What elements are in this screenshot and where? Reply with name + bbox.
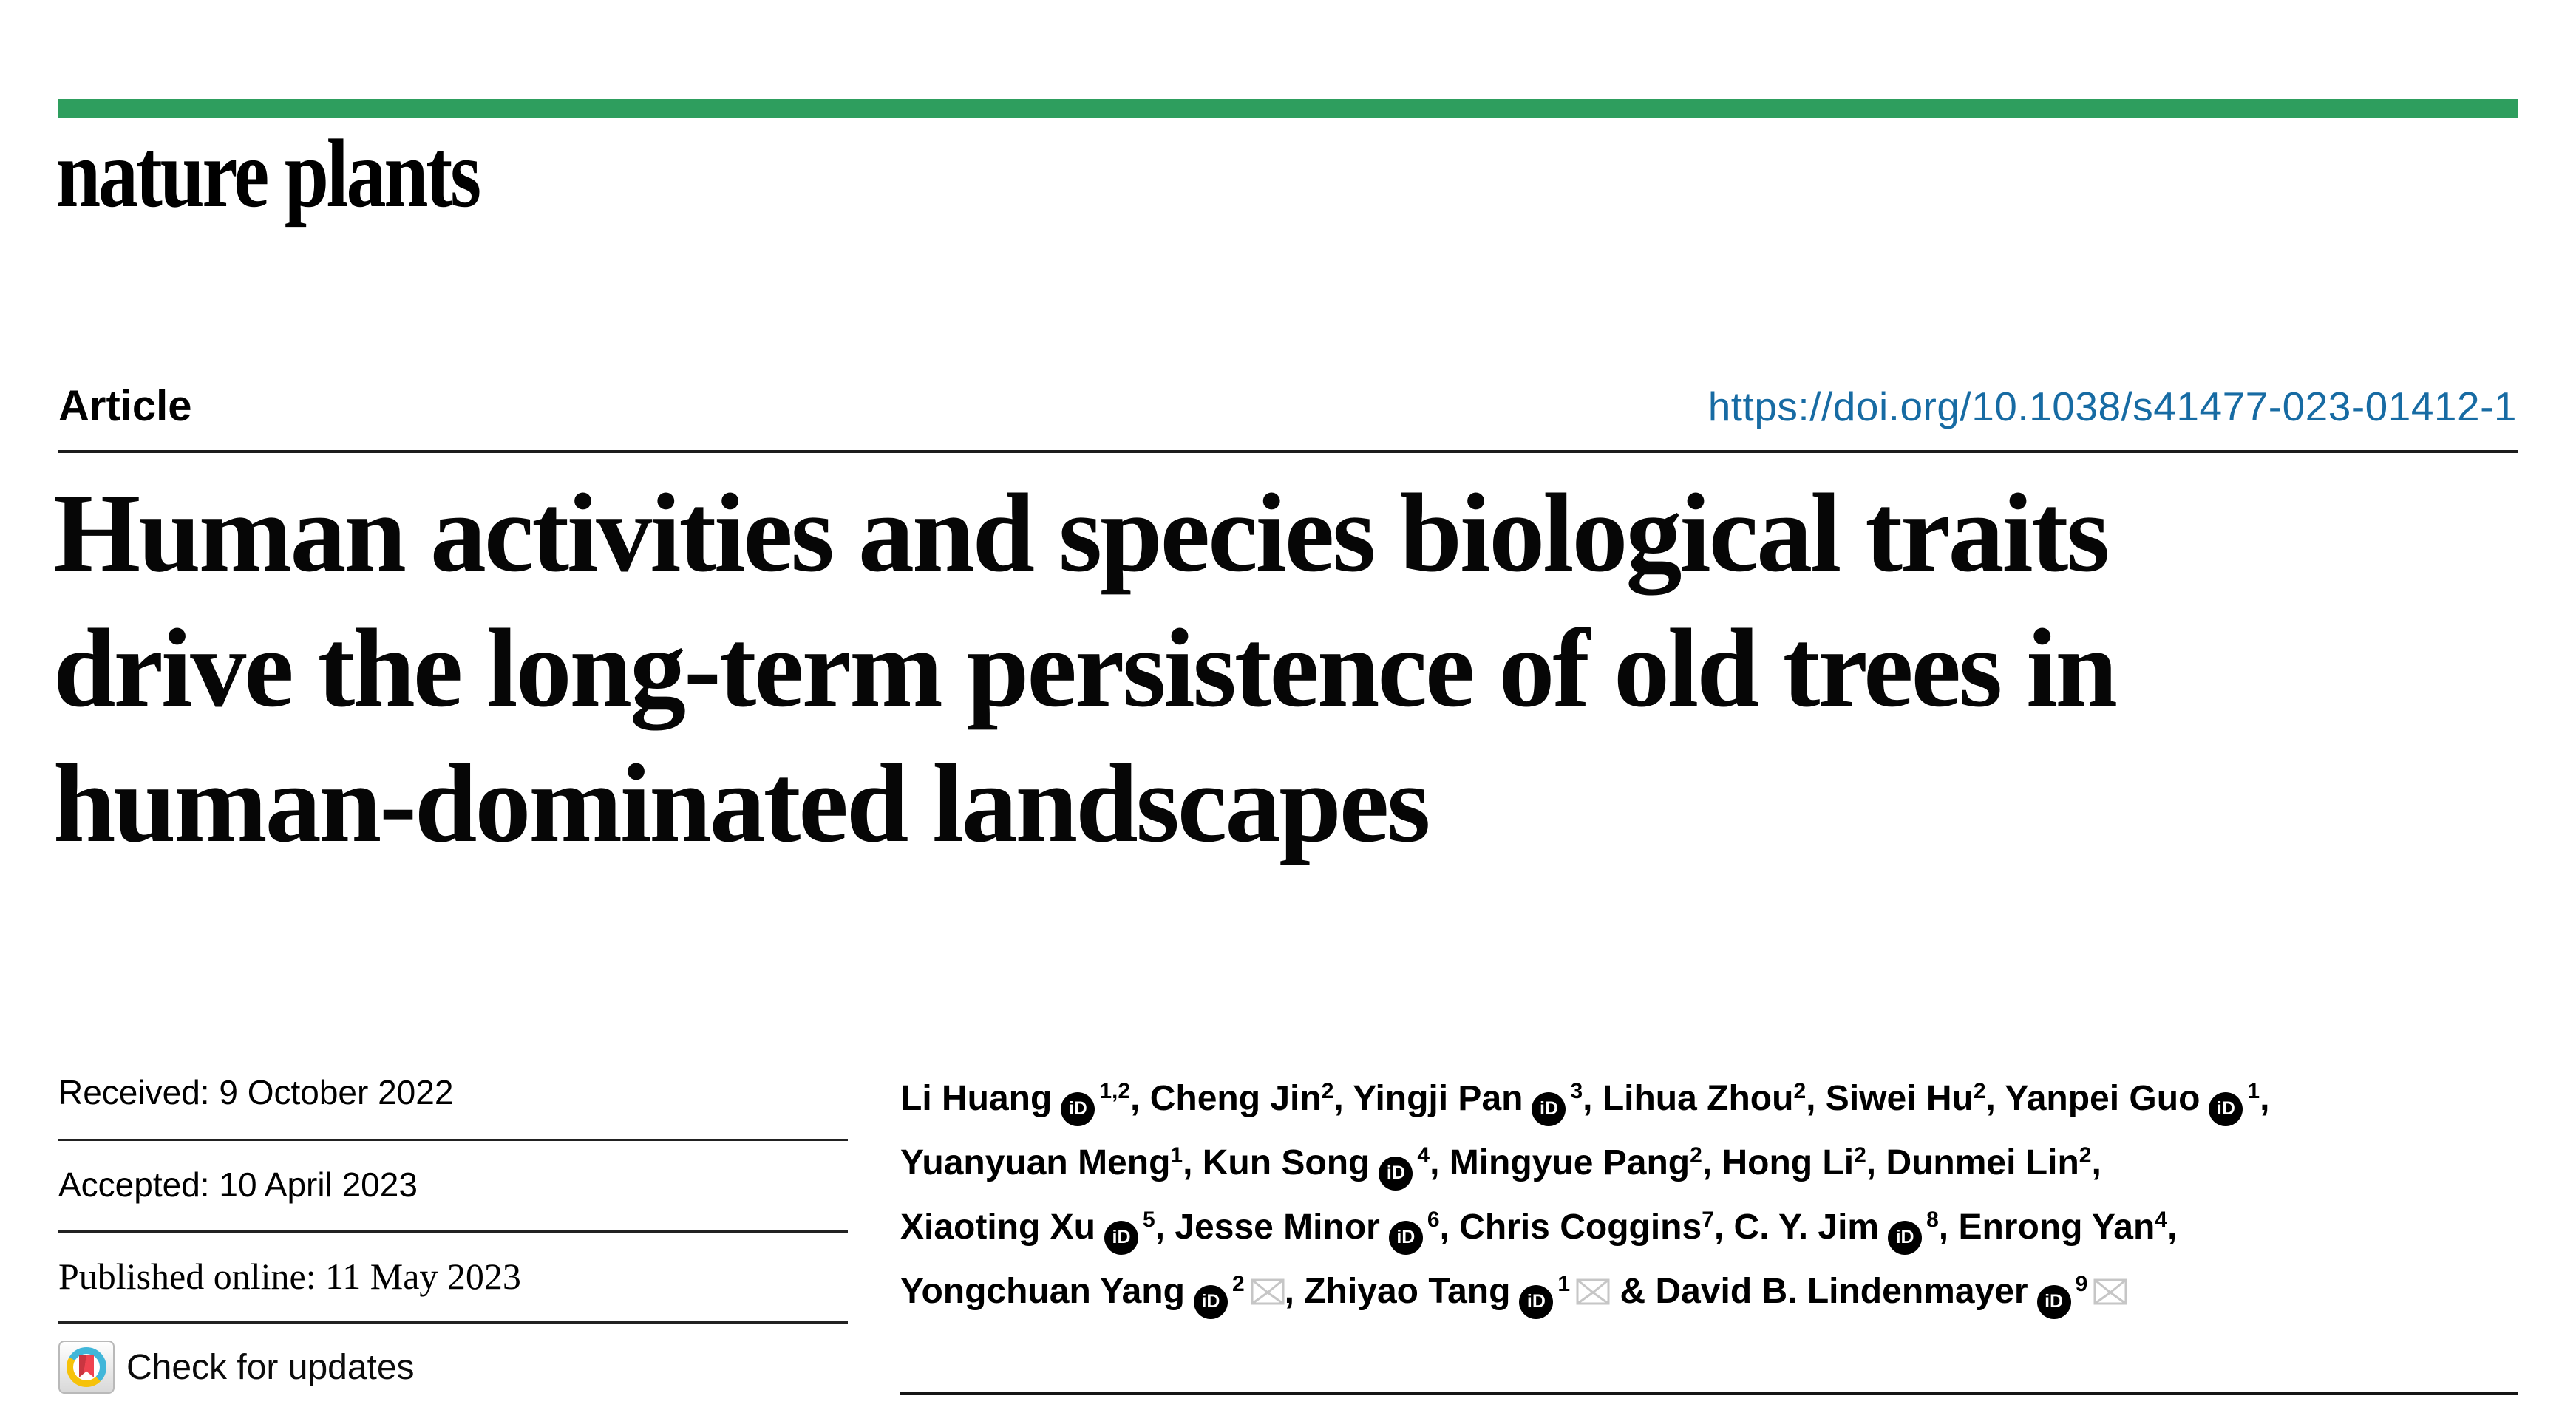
author-name-text: , Yingji Pan — [1333, 1079, 1523, 1118]
author-name-text: , Mingyue Pang — [1430, 1143, 1690, 1182]
envelope-icon[interactable] — [2093, 1278, 2127, 1305]
affiliation-superscript: 4 — [1417, 1142, 1430, 1168]
author-name-text: , Chris Coggins — [1439, 1208, 1702, 1247]
affiliation-superscript: 1 — [2247, 1078, 2260, 1103]
author-name-text: , Dunmei Lin — [1866, 1143, 2079, 1182]
affiliation-superscript: 9 — [2075, 1271, 2088, 1296]
orcid-icon[interactable]: iD — [1061, 1091, 1095, 1126]
author-name-text: Li Huang — [900, 1079, 1053, 1118]
author-list: Li Huang iD1,2, Cheng Jin2, Yingji Pan iD3… — [900, 1069, 2518, 1326]
author-line: Li Huang iD1,2, Cheng Jin2, Yingji Pan iD3… — [900, 1069, 2518, 1133]
orcid-icon[interactable]: iD — [1519, 1284, 1554, 1319]
affiliation-superscript: 2 — [1321, 1078, 1334, 1103]
orcid-icon[interactable]: iD — [1193, 1284, 1228, 1319]
affiliation-superscript: 2 — [1854, 1142, 1866, 1168]
author-name-text: Xiaoting Xu — [900, 1208, 1095, 1247]
envelope-icon[interactable] — [1576, 1278, 1610, 1305]
affiliation-superscript: 7 — [1702, 1207, 1714, 1232]
author-name-text: , Yanpei Guo — [1985, 1079, 2201, 1118]
author-block-bottom-rule — [900, 1392, 2518, 1395]
author-name-text: , Enrong Yan — [1938, 1208, 2155, 1247]
affiliation-superscript: 2 — [2079, 1142, 2092, 1168]
crossmark-core — [73, 1354, 100, 1380]
article-type-label: Article — [58, 382, 192, 430]
affiliation-superscript: 2 — [1231, 1271, 1245, 1296]
orcid-icon[interactable]: iD — [1888, 1220, 1923, 1255]
accepted-date: Accepted: 10 April 2023 — [58, 1165, 418, 1204]
affiliation-superscript: 3 — [1570, 1078, 1583, 1103]
history-rule-3 — [58, 1321, 848, 1324]
envelope-icon[interactable] — [1251, 1278, 1285, 1305]
author-name-text: , Siwei Hu — [1806, 1079, 1974, 1118]
author-line: Xiaoting Xu iD5, Jesse Minor iD6, Chris Co… — [900, 1197, 2518, 1261]
received-date: Received: 9 October 2022 — [58, 1073, 454, 1111]
author-name-text: , Lihua Zhou — [1583, 1079, 1794, 1118]
affiliation-superscript: 2 — [1793, 1078, 1807, 1103]
article-title-line-2: drive the long-term persistence of old t… — [53, 606, 2118, 730]
orcid-icon[interactable]: iD — [1104, 1220, 1138, 1255]
author-name-text: , Kun Song — [1183, 1143, 1370, 1182]
author-name-text: , — [2167, 1208, 2178, 1247]
author-name-text: , Jesse Minor — [1155, 1208, 1380, 1247]
header-divider-rule — [58, 450, 2518, 453]
orcid-icon[interactable]: iD — [1532, 1091, 1566, 1126]
history-rule-1 — [58, 1139, 848, 1141]
author-name-text: & David B. Lindenmayer — [1610, 1272, 2028, 1311]
author-name-text: , Zhiyao Tang — [1284, 1272, 1511, 1311]
affiliation-superscript: 6 — [1427, 1207, 1440, 1232]
author-name-text: , Cheng Jin — [1130, 1079, 1322, 1118]
journal-logo: nature plants — [56, 119, 481, 228]
masthead-accent-bar — [58, 99, 2518, 118]
author-line: Yuanyuan Meng1, Kun Song iD4, Mingyue Pan… — [900, 1133, 2518, 1197]
article-title: Human activities and species biological … — [53, 466, 2532, 871]
orcid-icon[interactable]: iD — [2036, 1284, 2071, 1319]
author-name-text: Yuanyuan Meng — [900, 1143, 1171, 1182]
author-name-text: , Hong Li — [1702, 1143, 1855, 1182]
affiliation-superscript: 5 — [1143, 1207, 1155, 1232]
affiliation-superscript: 1 — [1557, 1271, 1571, 1296]
check-for-updates-label: Check for updates — [126, 1347, 415, 1387]
orcid-icon[interactable]: iD — [1379, 1156, 1413, 1191]
affiliation-superscript: 4 — [2155, 1207, 2167, 1232]
article-title-line-3: human-dominated landscapes — [53, 741, 1430, 865]
author-line: Yongchuan Yang iD2, Zhiyao Tang iD1 & Davi… — [900, 1261, 2518, 1326]
doi-link[interactable]: https://doi.org/10.1038/s41477-023-01412… — [1707, 384, 2517, 429]
affiliation-superscript: 2 — [1690, 1142, 1702, 1168]
author-name-text: , C. Y. Jim — [1713, 1208, 1880, 1247]
crossmark-bookmark-icon — [79, 1355, 94, 1377]
affiliation-superscript: 2 — [1973, 1078, 1986, 1103]
published-online-date: Published online: 11 May 2023 — [58, 1256, 521, 1297]
kicker-row: Article https://doi.org/10.1038/s41477-0… — [58, 381, 2517, 431]
history-rule-2 — [58, 1230, 848, 1233]
affiliation-superscript: 1 — [1170, 1142, 1183, 1168]
orcid-icon[interactable]: iD — [2209, 1091, 2243, 1126]
author-name-text: , — [2091, 1143, 2101, 1182]
crossmark-icon[interactable] — [58, 1341, 115, 1394]
article-title-line-1: Human activities and species biological … — [53, 471, 2110, 595]
author-name-text: Yongchuan Yang — [900, 1272, 1185, 1311]
crossmark-ring — [67, 1347, 106, 1387]
check-for-updates-button[interactable]: Check for updates — [58, 1341, 415, 1394]
affiliation-superscript: 1,2 — [1099, 1078, 1131, 1103]
author-name-text: , — [2260, 1079, 2270, 1118]
history-column: Received: 9 October 2022 Accepted: 10 Ap… — [58, 1069, 848, 1409]
orcid-icon[interactable]: iD — [1388, 1220, 1423, 1255]
affiliation-superscript: 8 — [1926, 1207, 1939, 1232]
